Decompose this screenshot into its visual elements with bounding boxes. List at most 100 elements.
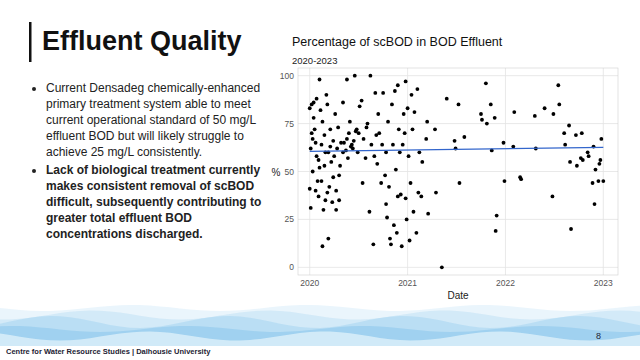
- point: [332, 154, 336, 158]
- point: [311, 137, 315, 141]
- point: [568, 160, 572, 164]
- bullet-list: Current Densadeg chemically-enhanced pri…: [30, 80, 266, 244]
- point: [310, 131, 314, 135]
- point: [325, 191, 329, 195]
- grid-line: [603, 68, 604, 275]
- wave: [0, 316, 640, 346]
- point: [371, 242, 375, 246]
- point: [336, 126, 340, 130]
- point: [379, 181, 383, 185]
- point: [373, 91, 377, 95]
- point: [315, 97, 319, 101]
- bullets: Current Densadeg chemically-enhanced pri…: [30, 80, 266, 242]
- point: [325, 103, 329, 107]
- point: [556, 83, 560, 87]
- point: [479, 112, 483, 116]
- point: [503, 179, 507, 183]
- point: [402, 112, 406, 116]
- point: [362, 137, 366, 141]
- point: [322, 208, 326, 212]
- page-number: 8: [596, 331, 601, 341]
- point: [341, 101, 345, 105]
- point: [403, 131, 407, 135]
- point: [317, 158, 321, 162]
- point: [397, 127, 401, 131]
- point: [416, 191, 420, 195]
- bullet: Current Densadeg chemically-enhanced pri…: [46, 80, 266, 160]
- point: [335, 147, 339, 151]
- point: [318, 78, 322, 82]
- grid-line: [298, 219, 618, 220]
- point: [383, 173, 387, 177]
- grid-line: [298, 171, 618, 172]
- point: [314, 141, 318, 145]
- point: [347, 131, 351, 135]
- point: [311, 170, 315, 174]
- point: [334, 189, 338, 193]
- point: [337, 173, 341, 177]
- point: [377, 131, 381, 135]
- point: [366, 122, 370, 126]
- point: [512, 110, 516, 114]
- point: [309, 206, 313, 210]
- point: [457, 103, 461, 107]
- point: [426, 212, 430, 216]
- point: [384, 150, 388, 154]
- point: [381, 91, 385, 95]
- point: [392, 223, 396, 227]
- point: [323, 133, 327, 137]
- point: [314, 189, 318, 193]
- point: [494, 229, 498, 233]
- point: [318, 166, 322, 170]
- point: [586, 150, 590, 154]
- point: [485, 122, 489, 126]
- point: [458, 181, 462, 185]
- point: [355, 127, 359, 131]
- point: [327, 185, 331, 189]
- point: [312, 101, 316, 105]
- chart-subtitle: 2020-2023: [292, 55, 337, 66]
- point: [369, 143, 373, 147]
- point: [394, 168, 398, 172]
- point: [493, 116, 497, 120]
- point: [308, 187, 312, 191]
- point: [495, 214, 499, 218]
- point: [480, 118, 484, 122]
- point: [337, 198, 341, 202]
- point: [413, 110, 417, 114]
- point: [489, 103, 493, 107]
- bullet: Lack of biological treatment currently m…: [46, 162, 266, 242]
- point: [387, 185, 391, 189]
- point: [352, 139, 356, 143]
- grid-line: [505, 68, 506, 275]
- point: [333, 112, 337, 116]
- point: [375, 162, 379, 166]
- point: [598, 158, 602, 162]
- point: [364, 156, 368, 160]
- point: [575, 164, 579, 168]
- chart-title: Percentage of scBOD in BOD Effluent: [292, 35, 503, 49]
- point: [372, 154, 376, 158]
- point: [398, 150, 402, 154]
- point: [533, 114, 537, 118]
- point: [320, 179, 324, 183]
- point: [569, 227, 573, 231]
- point: [309, 147, 313, 151]
- point: [368, 210, 372, 214]
- point: [404, 80, 408, 84]
- point: [391, 143, 395, 147]
- point: [353, 74, 357, 78]
- point: [519, 177, 523, 181]
- point: [329, 160, 333, 164]
- tick-label: 100: [280, 71, 294, 81]
- point: [365, 126, 369, 130]
- point: [404, 196, 408, 200]
- trend-line: [310, 147, 604, 151]
- point: [308, 106, 312, 110]
- point: [324, 93, 328, 97]
- point: [562, 131, 566, 135]
- point: [326, 237, 330, 241]
- point: [419, 195, 423, 199]
- point: [338, 164, 342, 168]
- point: [390, 103, 394, 107]
